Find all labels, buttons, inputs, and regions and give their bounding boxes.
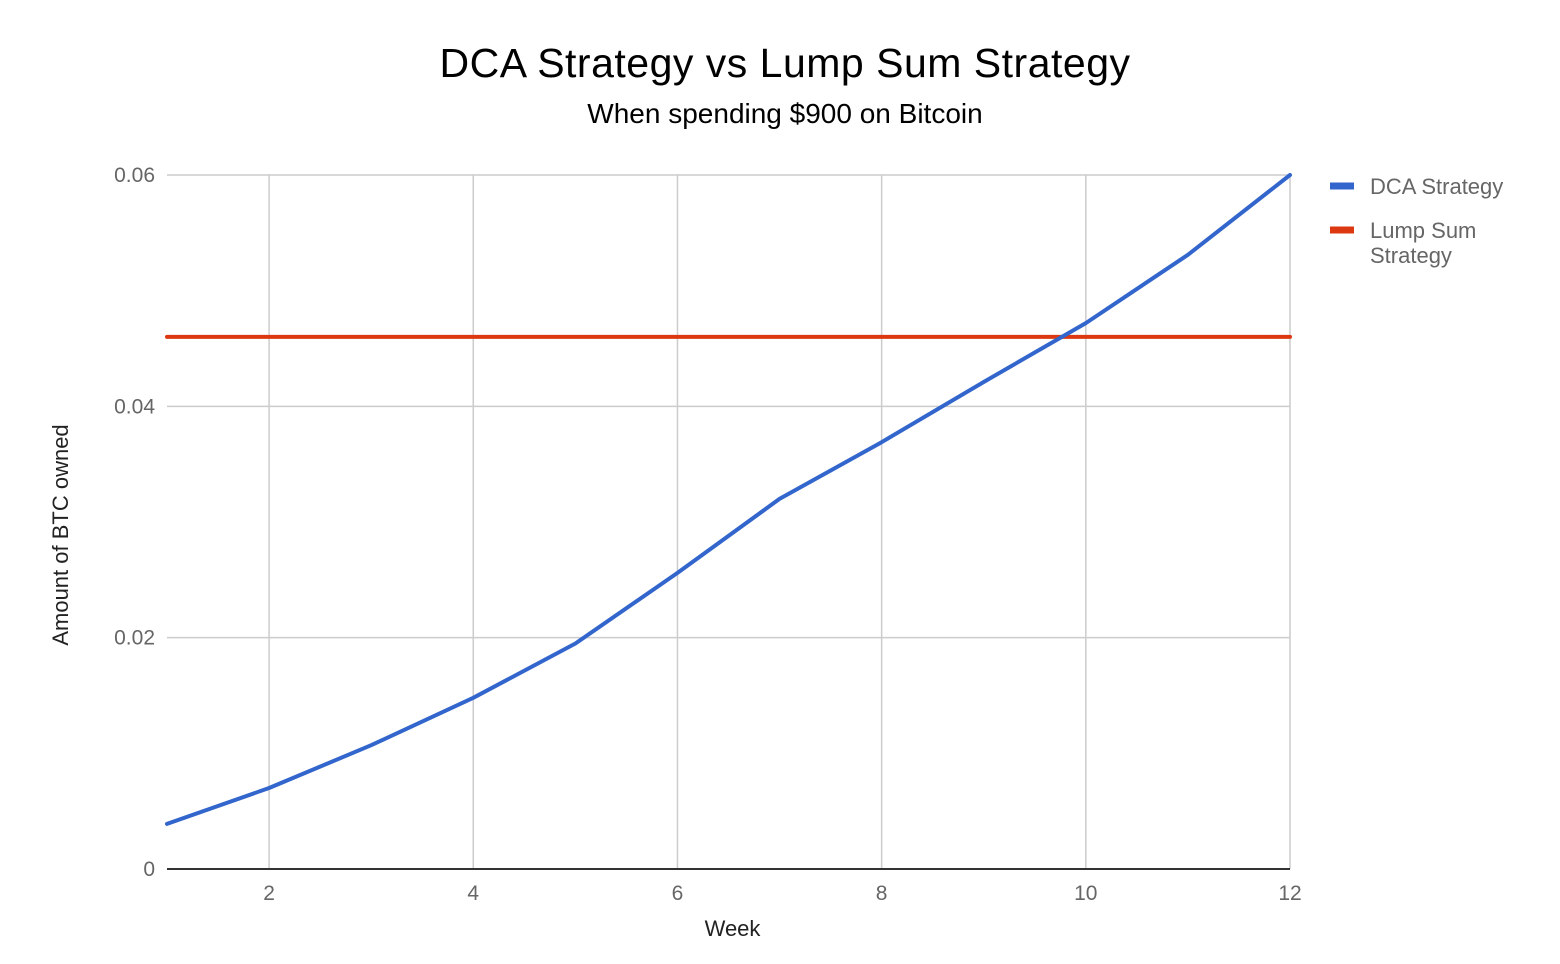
axes: 0 0.02 0.04 0.06 2 4 6 8 10 12 Week Amount of BTC o…: [48, 164, 1302, 941]
x-tick-label: 12: [1278, 882, 1301, 905]
legend-label-lump-sum-strategy: Lump Sum: [1370, 218, 1476, 243]
y-tick-label: 0.06: [114, 164, 155, 187]
x-tick-label: 10: [1074, 882, 1097, 905]
series-lines: [165, 173, 1292, 826]
grid-lines: [167, 174, 1291, 869]
y-axis-title: Amount of BTC owned: [48, 424, 73, 645]
legend-label-dca-strategy: DCA Strategy: [1370, 174, 1503, 199]
x-tick-label: 6: [672, 882, 684, 905]
x-tick-label: 8: [876, 882, 888, 905]
y-tick-label: 0.02: [114, 627, 155, 650]
x-tick-label: 4: [467, 882, 479, 905]
series-line-dca-strategy: [165, 173, 1292, 826]
x-tick-label: 2: [263, 882, 275, 905]
x-axis-title: Week: [705, 916, 762, 941]
y-tick-label: 0.04: [114, 395, 155, 418]
legend-label-lump-sum-strategy: Strategy: [1370, 243, 1452, 268]
chart-subtitle: When spending $900 on Bitcoin: [587, 98, 983, 129]
y-tick-label: 0: [143, 858, 155, 881]
chart-title: DCA Strategy vs Lump Sum Strategy: [439, 40, 1131, 86]
